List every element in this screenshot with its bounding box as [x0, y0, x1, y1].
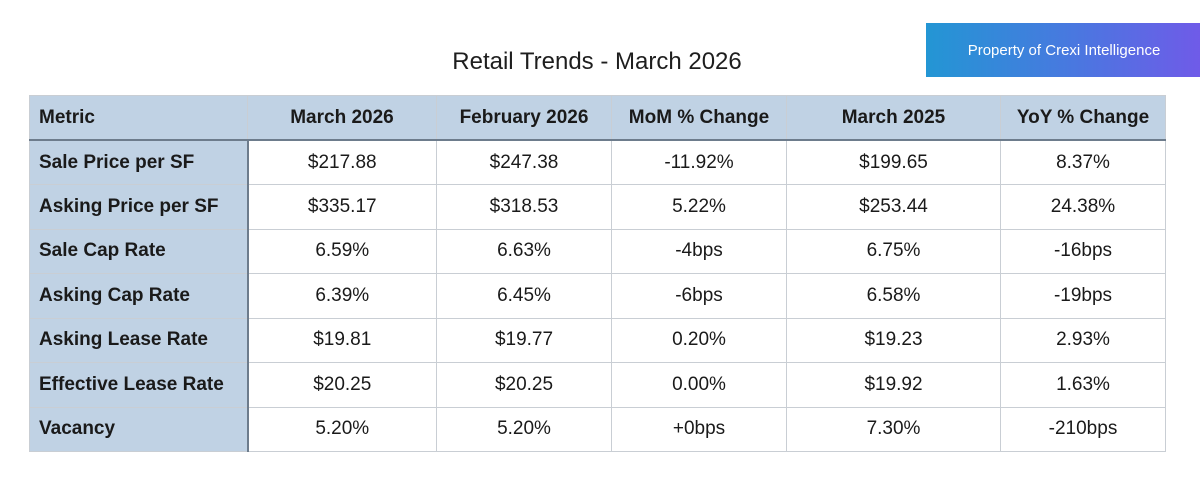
row-label: Sale Price per SF: [29, 140, 249, 185]
table-cell: 2.93%: [1000, 317, 1166, 363]
column-header-march-2025: March 2025: [786, 95, 1001, 141]
table-cell: +0bps: [611, 406, 787, 452]
table-cell: 8.37%: [1000, 140, 1166, 185]
table-cell: $20.25: [247, 362, 437, 408]
table-cell: 0.20%: [611, 317, 787, 363]
table-cell: -11.92%: [611, 140, 787, 185]
table-cell: -19bps: [1000, 273, 1166, 319]
table-cell: 6.45%: [436, 273, 612, 319]
table-cell: $19.81: [247, 317, 437, 363]
row-label: Sale Cap Rate: [29, 228, 249, 274]
table-row: Asking Price per SF $335.17 $318.53 5.22…: [29, 184, 1166, 230]
table-cell: $199.65: [786, 140, 1001, 185]
retail-trends-table-container: Metric March 2026 February 2026 MoM % Ch…: [29, 95, 1166, 452]
row-label: Asking Price per SF: [29, 184, 249, 230]
table-cell: 5.20%: [247, 406, 437, 452]
table-cell: $318.53: [436, 184, 612, 230]
table-row: Effective Lease Rate $20.25 $20.25 0.00%…: [29, 362, 1166, 408]
column-header-march-2026: March 2026: [247, 95, 437, 141]
row-label: Vacancy: [29, 406, 249, 452]
table-cell: 6.75%: [786, 228, 1001, 274]
table-cell: -16bps: [1000, 228, 1166, 274]
page-title: Retail Trends - March 2026: [452, 48, 742, 75]
table-cell: $19.92: [786, 362, 1001, 408]
ownership-badge: Property of Crexi Intelligence: [926, 23, 1200, 77]
row-label: Asking Lease Rate: [29, 317, 249, 363]
table-cell: $217.88: [247, 140, 437, 185]
table-cell: 7.30%: [786, 406, 1001, 452]
table-cell: -210bps: [1000, 406, 1166, 452]
table-cell: $247.38: [436, 140, 612, 185]
table-cell: 6.59%: [247, 228, 437, 274]
table-cell: $20.25: [436, 362, 612, 408]
table-cell: $19.77: [436, 317, 612, 363]
table-cell: 6.63%: [436, 228, 612, 274]
row-label: Effective Lease Rate: [29, 362, 249, 408]
table-cell: 0.00%: [611, 362, 787, 408]
column-header-february-2026: February 2026: [436, 95, 612, 141]
table-cell: 5.20%: [436, 406, 612, 452]
table-row: Asking Lease Rate $19.81 $19.77 0.20% $1…: [29, 317, 1166, 363]
table-cell: -4bps: [611, 228, 787, 274]
row-label: Asking Cap Rate: [29, 273, 249, 319]
column-header-mom-change: MoM % Change: [611, 95, 787, 141]
table-cell: -6bps: [611, 273, 787, 319]
table-cell: $335.17: [247, 184, 437, 230]
table-cell: 5.22%: [611, 184, 787, 230]
table-row: Sale Cap Rate 6.59% 6.63% -4bps 6.75% -1…: [29, 228, 1166, 274]
column-header-metric: Metric: [29, 95, 248, 141]
table-row: Sale Price per SF $217.88 $247.38 -11.92…: [29, 140, 1166, 185]
retail-trends-table: Metric March 2026 February 2026 MoM % Ch…: [29, 95, 1166, 452]
table-cell: 6.39%: [247, 273, 437, 319]
table-row: Vacancy 5.20% 5.20% +0bps 7.30% -210bps: [29, 406, 1166, 452]
table-cell: 24.38%: [1000, 184, 1166, 230]
table-cell: $253.44: [786, 184, 1001, 230]
table-cell: 1.63%: [1000, 362, 1166, 408]
table-cell: 6.58%: [786, 273, 1001, 319]
table-row: Asking Cap Rate 6.39% 6.45% -6bps 6.58% …: [29, 273, 1166, 319]
table-cell: $19.23: [786, 317, 1001, 363]
column-header-yoy-change: YoY % Change: [1000, 95, 1166, 141]
table-header-row: Metric March 2026 February 2026 MoM % Ch…: [29, 95, 1166, 141]
